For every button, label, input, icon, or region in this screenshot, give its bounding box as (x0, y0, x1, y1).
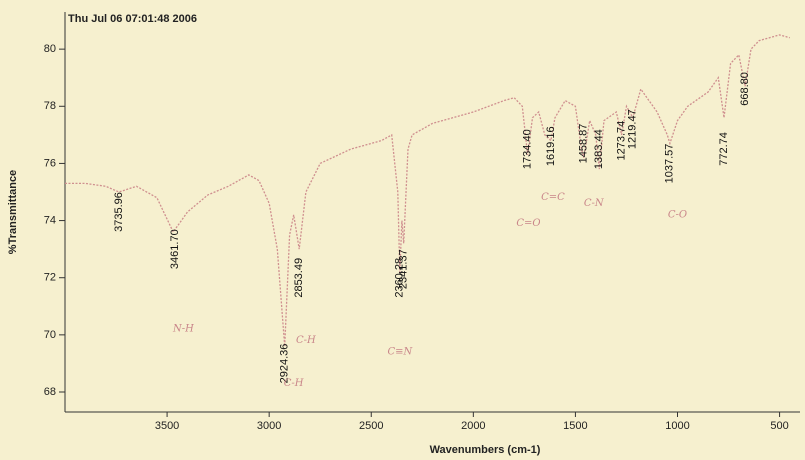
y-tick-label: 80 (44, 43, 56, 55)
handwritten-note: C-H (284, 378, 304, 389)
y-tick-label: 78 (44, 100, 56, 112)
handwritten-note: C-H (296, 335, 316, 346)
peak-label: 2853.49 (293, 258, 305, 298)
spectrum-line (65, 34, 790, 347)
peak-label: 2360.28 (394, 258, 406, 298)
x-tick-label: 1000 (665, 420, 689, 432)
handwritten-note: C≡N (387, 347, 413, 358)
peak-label: 1383.44 (593, 129, 605, 169)
peak-label: 1619.16 (545, 126, 557, 166)
y-axis-label: %Transmittance (7, 170, 19, 254)
peak-label: 2924.36 (279, 344, 291, 384)
peak-label: 1458.87 (578, 124, 590, 164)
handwritten-note: C-N (584, 198, 605, 209)
chart-title: Thu Jul 06 07:01:48 2006 (68, 13, 197, 25)
y-tick-label: 68 (44, 386, 56, 398)
handwritten-note: N-H (172, 324, 194, 335)
peak-label: 1734.40 (522, 129, 534, 169)
x-tick-label: 2500 (359, 420, 383, 432)
handwritten-note: C=C (541, 192, 565, 203)
peak-label: 1273.74 (616, 121, 628, 161)
y-tick-label: 74 (44, 214, 56, 226)
peak-label: 2341.37 (398, 249, 410, 289)
peak-label: 1219.47 (627, 109, 639, 149)
y-tick-label: 70 (44, 329, 56, 341)
y-tick-label: 72 (44, 272, 56, 284)
x-axis-label: Wavenumbers (cm-1) (430, 444, 541, 456)
peak-label: 3461.70 (169, 229, 181, 269)
peak-label: 1037.57 (664, 144, 676, 184)
handwritten-note: C=O (516, 218, 540, 229)
x-tick-label: 500 (770, 420, 788, 432)
handwritten-note: C-O (668, 209, 687, 220)
x-tick-label: 2000 (461, 420, 485, 432)
x-tick-label: 3500 (155, 420, 179, 432)
y-tick-label: 76 (44, 157, 56, 169)
x-tick-label: 3000 (257, 420, 281, 432)
peak-label: 668.80 (739, 72, 751, 106)
peak-label: 3735.96 (113, 192, 125, 232)
x-tick-label: 1500 (563, 420, 587, 432)
peak-label: 772.74 (718, 132, 730, 166)
